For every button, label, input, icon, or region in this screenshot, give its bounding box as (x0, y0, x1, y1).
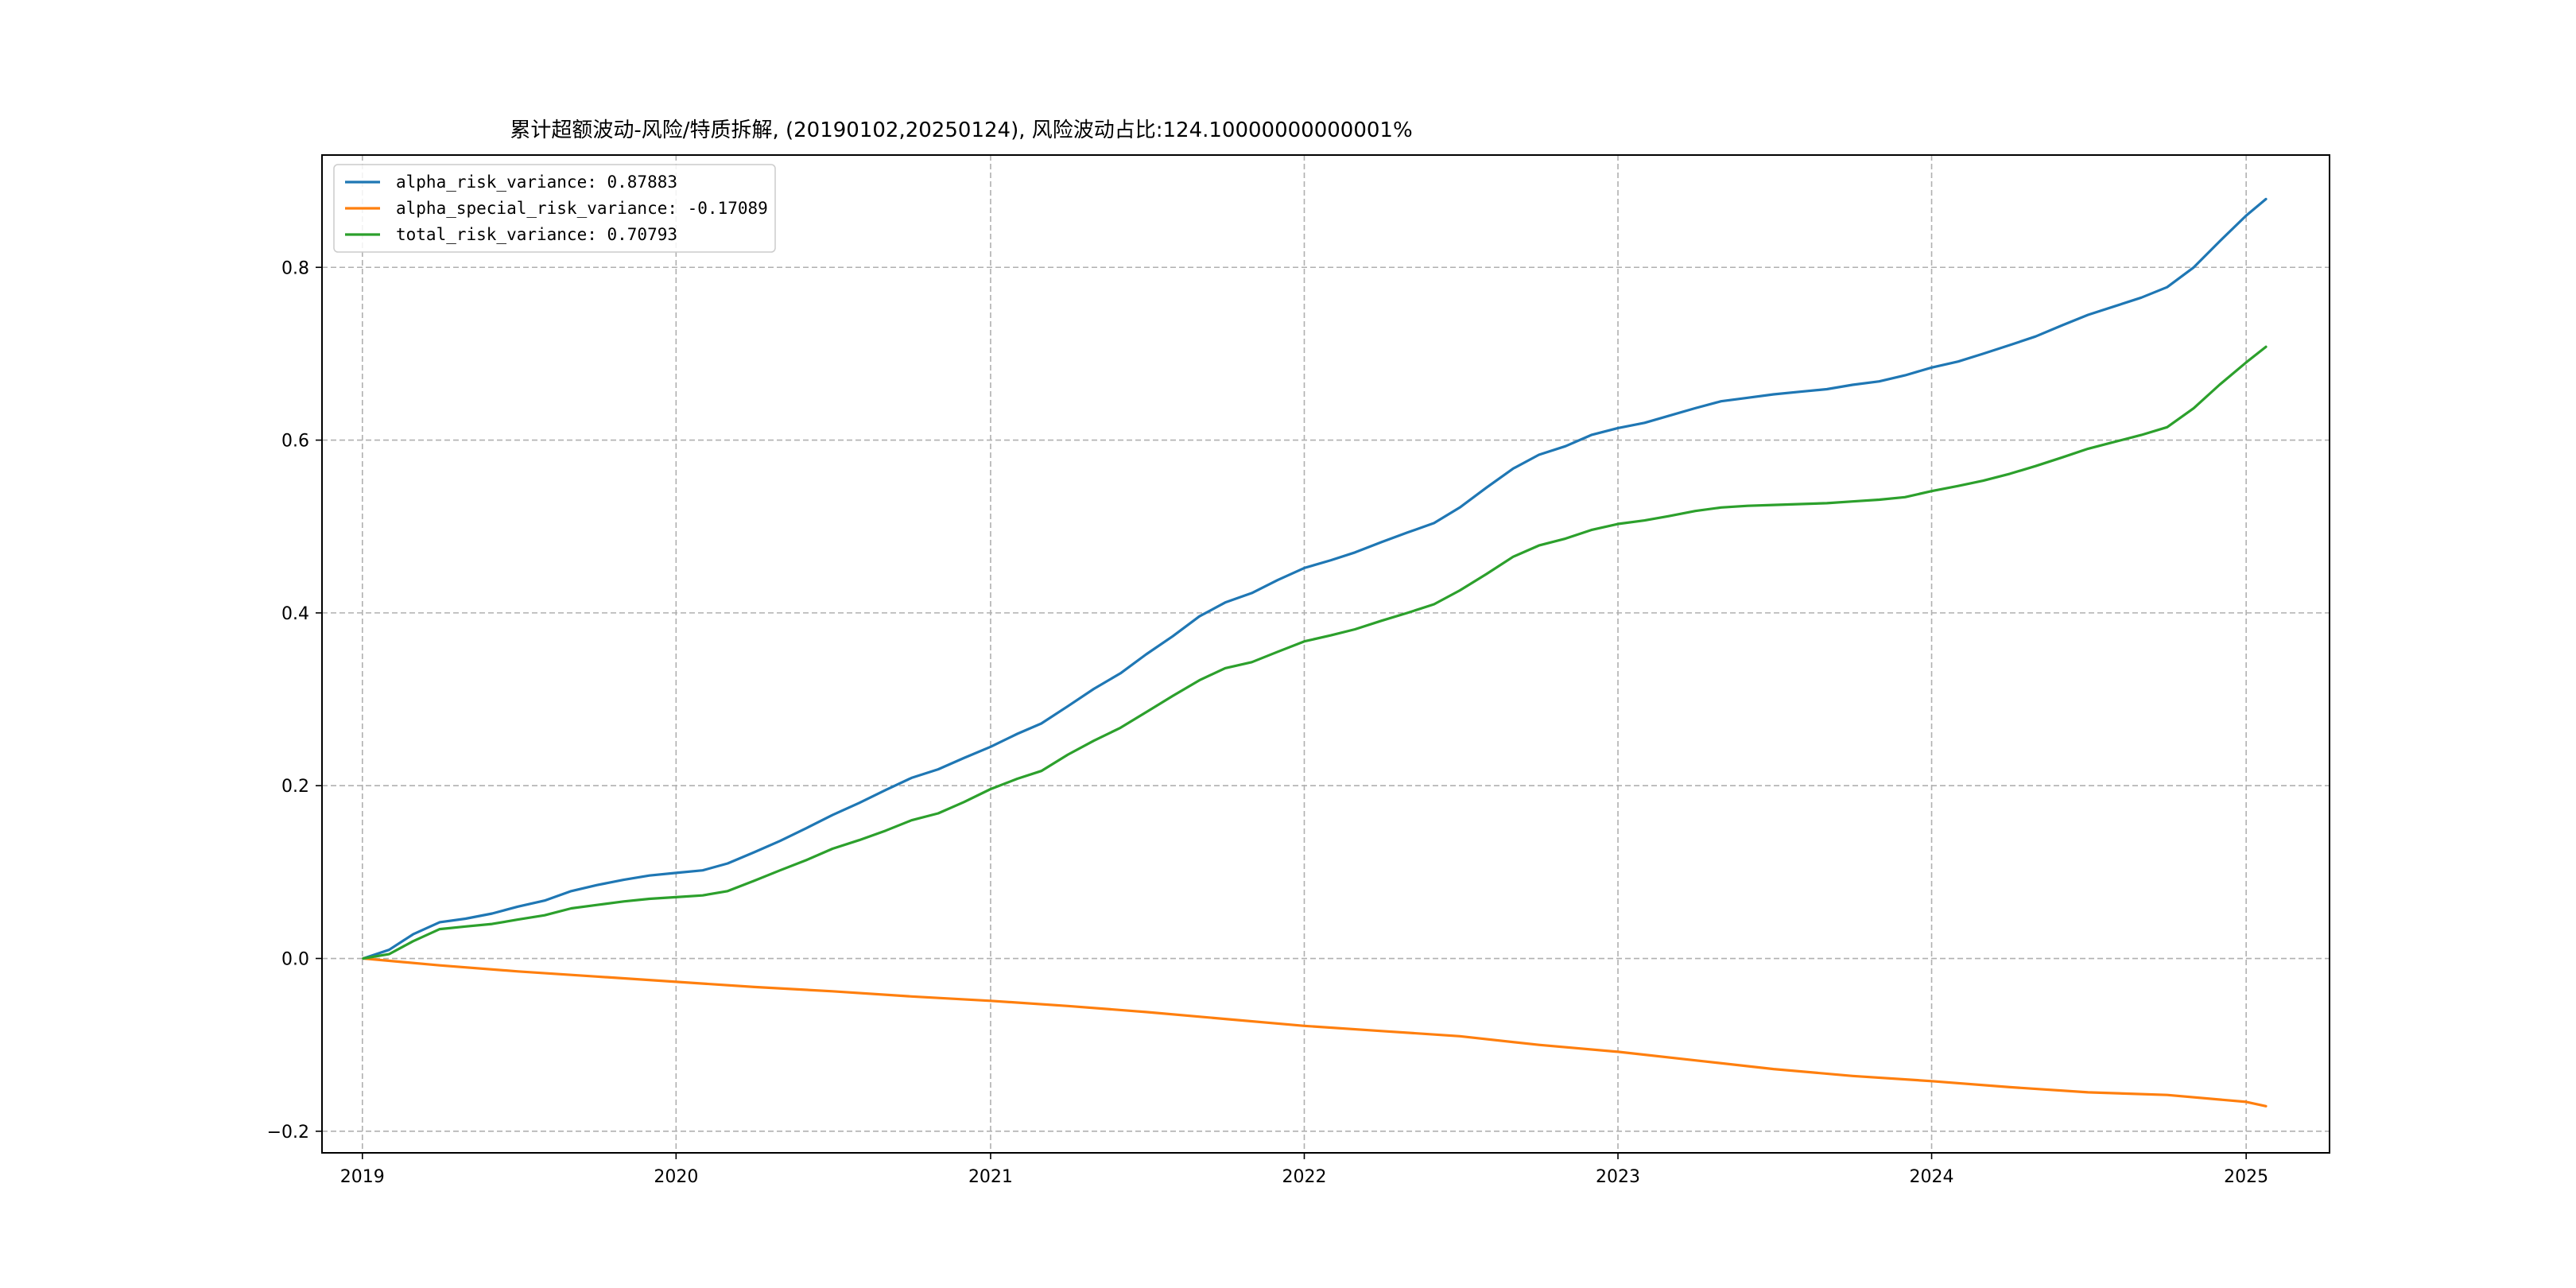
legend-label-2: total_risk_variance: 0.70793 (396, 225, 677, 244)
y-tick-label: 0.6 (281, 432, 309, 452)
x-tick-label: 2025 (2224, 1167, 2268, 1187)
y-tick-label: −0.2 (267, 1123, 309, 1143)
y-tick-label: 0.8 (281, 258, 309, 278)
series-line-0 (362, 197, 2268, 960)
x-tick-label: 2022 (1282, 1167, 1326, 1187)
x-tick-label: 2019 (340, 1167, 385, 1187)
y-tick-label: 0.2 (281, 777, 309, 797)
series-line-2 (362, 345, 2268, 960)
x-tick-label: 2023 (1596, 1167, 1640, 1187)
plot-frame (321, 154, 2330, 1154)
x-tick-label: 2024 (1910, 1167, 1954, 1187)
y-tick-label: 0.0 (281, 950, 309, 970)
series-lines (362, 197, 2268, 1108)
legend: alpha_risk_variance: 0.87883 alpha_specia… (333, 164, 776, 253)
series-line-1 (362, 956, 2268, 1108)
legend-label-0: alpha_risk_variance: 0.87883 (396, 173, 677, 192)
legend-label-1: alpha_special_risk_variance: -0.17089 (396, 199, 768, 218)
x-tick-label: 2021 (968, 1167, 1013, 1187)
y-tick-label: 0.4 (281, 604, 309, 624)
grid (322, 155, 2330, 1153)
x-tick-label: 2020 (654, 1167, 698, 1187)
axes: 2019 2020 2021 2022 2023 2024 2025 −0.2 0.0 0.2 0.… (267, 258, 2269, 1187)
legend-box (333, 164, 776, 253)
chart-title: 累计超额波动-风险/特质拆解, (20190102,20250124), 风险波… (510, 118, 1412, 142)
